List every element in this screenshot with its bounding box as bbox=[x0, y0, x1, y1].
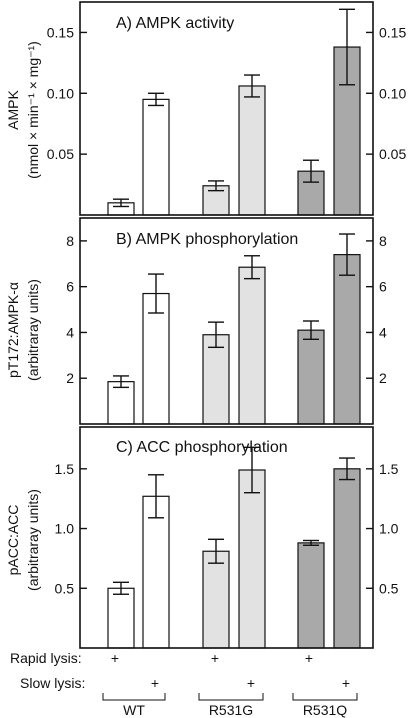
panel-a-title: A) AMPK activity bbox=[116, 15, 234, 32]
panel-c-title: C) ACC phosphorylation bbox=[116, 439, 288, 456]
panel-c-tick-label-right-0: 0.5 bbox=[379, 580, 399, 596]
bracket-r531g bbox=[198, 693, 264, 701]
panel-a-frame bbox=[79, 1, 374, 216]
rapid-lysis-label: Rapid lysis: bbox=[10, 650, 82, 666]
panel-a-ylabel-line2: (nmol × min⁻¹ × mg⁻¹) bbox=[25, 41, 41, 179]
panel-a-bar-wt-slow bbox=[142, 98, 170, 216]
panel-a-tick-label-right-1: 0.10 bbox=[379, 85, 406, 101]
rapid-mark-r531g: + bbox=[211, 650, 219, 666]
panel-b-bar-r531g-rapid bbox=[202, 334, 230, 425]
panel-b-tick-label-right-3: 8 bbox=[379, 233, 387, 249]
panel-c-tick-label-right-2: 1.5 bbox=[379, 461, 399, 477]
axes-layer: 0.05 0.05 0.10 0.10 0.15 0.15 2 2 4 4 6 6 8 8 0.5 0.5 1.… bbox=[47, 1, 406, 649]
panel-a-bar-r531g-slow bbox=[238, 85, 266, 216]
slow-mark-r531g: + bbox=[247, 675, 255, 691]
slow-lysis-label: Slow lysis: bbox=[20, 675, 85, 691]
panel-b-title: B) AMPK phosphorylation bbox=[116, 231, 298, 248]
panel-a-tick-label-left-2: 0.15 bbox=[47, 24, 74, 40]
panel-c-tick-label-right-1: 1.0 bbox=[379, 521, 399, 537]
panel-c-bar-r531g-rapid bbox=[202, 550, 230, 649]
panel-b-tick-label-left-3: 8 bbox=[66, 233, 74, 249]
panel-b-ylabel-line1: pT172:AMPK-α bbox=[5, 282, 21, 378]
rapid-mark-wt: + bbox=[111, 650, 119, 666]
bracket-wt bbox=[102, 693, 166, 701]
panel-c-ylabel-line1: pACC:ACC bbox=[5, 505, 21, 576]
panel-a-tick-label-right-2: 0.15 bbox=[379, 24, 406, 40]
group-label-r531g: R531G bbox=[209, 702, 253, 718]
panel-c-bar-r531q-rapid bbox=[297, 542, 325, 649]
panel-b-tick-label-right-0: 2 bbox=[379, 370, 387, 386]
panel-c-frame bbox=[79, 426, 374, 649]
panel-c-bar-r531g-slow bbox=[238, 469, 266, 649]
rapid-mark-r531q: + bbox=[305, 650, 313, 666]
panel-a-tick-label-left-1: 0.10 bbox=[47, 85, 74, 101]
panel-a-tick-label-left-0: 0.05 bbox=[47, 146, 74, 162]
panel-b-bar-r531g-slow bbox=[238, 266, 266, 425]
panel-b-tick-label-left-0: 2 bbox=[66, 370, 74, 386]
panel-c-tick-label-left-2: 1.5 bbox=[55, 461, 75, 477]
group-label-r531q: R531Q bbox=[303, 702, 347, 718]
slow-mark-r531q: + bbox=[342, 675, 350, 691]
slow-mark-wt: + bbox=[151, 675, 159, 691]
panel-c-ylabel-line2: (arbitraray units) bbox=[25, 489, 41, 591]
bracket-r531q bbox=[292, 693, 358, 701]
panel-c-tick-label-left-1: 1.0 bbox=[55, 521, 75, 537]
panel-b-ylabel-line2: (arbitraray units) bbox=[25, 279, 41, 381]
group-label-wt: WT bbox=[123, 702, 145, 718]
bars-layer bbox=[107, 8, 361, 649]
panel-c-bar-wt-rapid bbox=[107, 587, 135, 649]
panel-a-ylabel-line1: AMPK bbox=[5, 90, 21, 130]
panel-b-bar-r531q-rapid bbox=[297, 329, 325, 425]
panel-b-tick-label-right-2: 6 bbox=[379, 279, 387, 295]
panel-c-bar-wt-slow bbox=[142, 495, 170, 649]
panel-b-bar-r531q-slow bbox=[333, 254, 361, 425]
panel-b-frame bbox=[79, 217, 374, 425]
panel-c-tick-label-left-0: 0.5 bbox=[55, 580, 75, 596]
panel-a-tick-label-right-0: 0.05 bbox=[379, 146, 406, 162]
panel-b-tick-label-right-1: 4 bbox=[379, 324, 387, 340]
panel-b-tick-label-left-2: 6 bbox=[66, 279, 74, 295]
panel-c-bar-r531q-slow bbox=[333, 468, 361, 649]
panel-b-tick-label-left-1: 4 bbox=[66, 324, 74, 340]
